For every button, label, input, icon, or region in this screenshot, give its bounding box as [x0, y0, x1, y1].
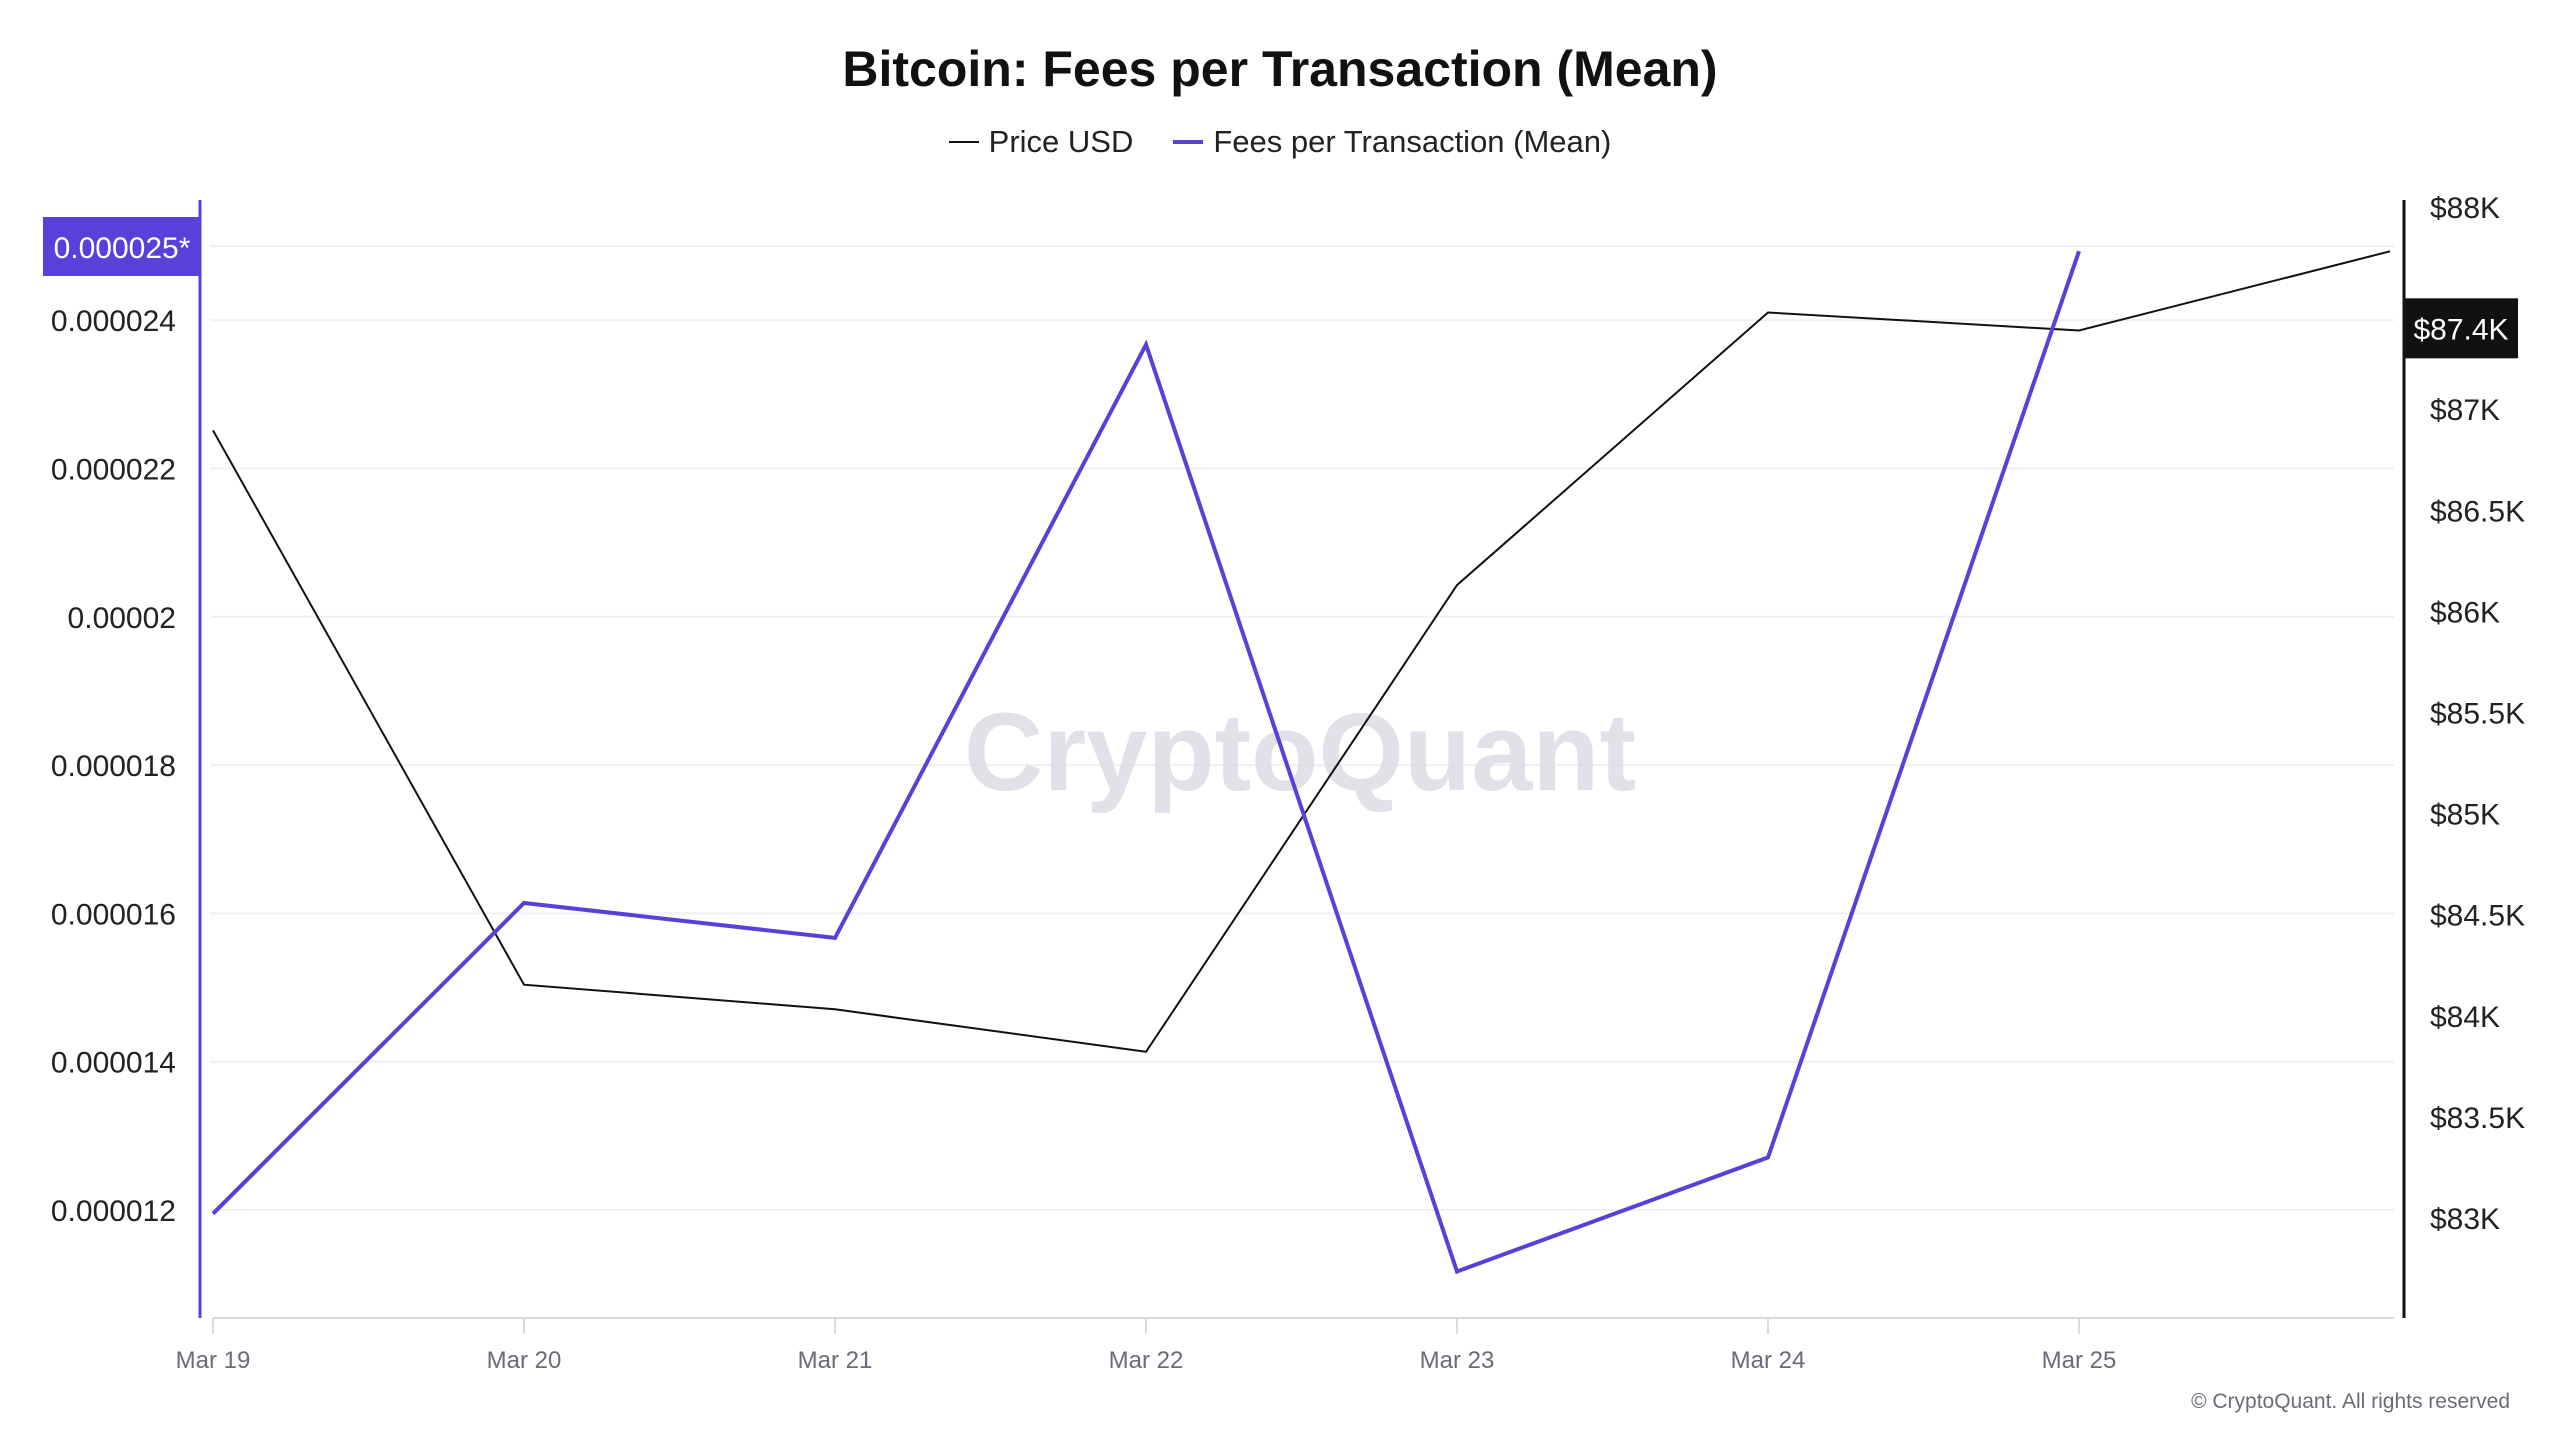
- left-axis-tick-label: 0.000022: [51, 453, 176, 486]
- left-axis-tick-label: 0.000018: [51, 750, 176, 783]
- legend-label: Price USD: [988, 124, 1134, 159]
- left-axis-tick-label: 0.000016: [51, 898, 176, 931]
- right-y-axis: $88K $87K $86.5K $86K $85.5K $85K $84.5K $84K $8…: [2402, 192, 2525, 1318]
- x-axis-tick-label: Mar 23: [1420, 1347, 1495, 1374]
- left-axis-tick-label: 0.000014: [51, 1047, 176, 1080]
- right-axis-tick-label: $83.5K: [2430, 1102, 2525, 1135]
- x-axis: Mar 19 Mar 20 Mar 21 Mar 22 Mar 23 Mar 24 Mar …: [176, 1317, 2394, 1374]
- right-axis-tick-label: $87K: [2430, 394, 2500, 427]
- right-axis-tick-label: $88K: [2430, 192, 2500, 225]
- x-axis-tick-label: Mar 21: [798, 1347, 873, 1374]
- x-axis-tick-label: Mar 22: [1109, 1347, 1184, 1374]
- right-axis-tick-label: $86K: [2430, 596, 2500, 629]
- left-axis-current-value: 0.000025*: [54, 232, 191, 265]
- left-axis-current-value-badge: [43, 217, 200, 276]
- right-axis-tick-label: $83K: [2430, 1203, 2500, 1236]
- x-axis-tick-label: Mar 25: [2042, 1347, 2117, 1374]
- right-axis-tick-label: $86.5K: [2430, 495, 2525, 528]
- left-axis-tick-label: 0.000012: [51, 1195, 176, 1228]
- right-axis-current-value: $87.4K: [2413, 313, 2508, 346]
- right-axis-tick-label: $84.5K: [2430, 900, 2525, 933]
- legend-item-fees[interactable]: Fees per Transaction (Mean): [1173, 124, 1611, 160]
- chart-title: Bitcoin: Fees per Transaction (Mean): [842, 41, 1718, 97]
- legend-label: Fees per Transaction (Mean): [1213, 124, 1612, 159]
- axis-highlight-labels: 0.000025* $87.4K: [43, 217, 2518, 359]
- left-y-axis: 0.000024 0.000022 0.00002 0.000018 0.000016 0…: [51, 200, 202, 1318]
- right-axis-tick-label: $85K: [2430, 799, 2500, 832]
- fees-line: [211, 250, 2081, 1275]
- watermark: CryptoQuant: [964, 691, 1636, 814]
- left-axis-tick-label: 0.00002: [68, 602, 176, 635]
- legend: Price USD Fees per Transaction (Mean): [0, 124, 2560, 160]
- copyright-text: © CryptoQuant. All rights reserved: [2191, 1390, 2510, 1413]
- x-axis-tick-label: Mar 24: [1731, 1347, 1806, 1374]
- x-axis-tick-label: Mar 19: [176, 1347, 251, 1374]
- series-lines: [211, 250, 2391, 1275]
- right-axis-tick-label: $85.5K: [2430, 698, 2525, 731]
- x-axis-tick-label: Mar 20: [487, 1347, 562, 1374]
- left-axis-tick-label: 0.000024: [51, 305, 176, 338]
- right-axis-current-value-badge: [2404, 298, 2518, 359]
- gridlines: [210, 245, 2394, 1211]
- legend-line-icon: [1173, 140, 1204, 144]
- price-line: [212, 250, 2391, 1053]
- right-axis-tick-label: $84K: [2430, 1001, 2500, 1034]
- legend-item-price-usd[interactable]: Price USD: [948, 124, 1134, 160]
- legend-line-icon: [948, 141, 979, 143]
